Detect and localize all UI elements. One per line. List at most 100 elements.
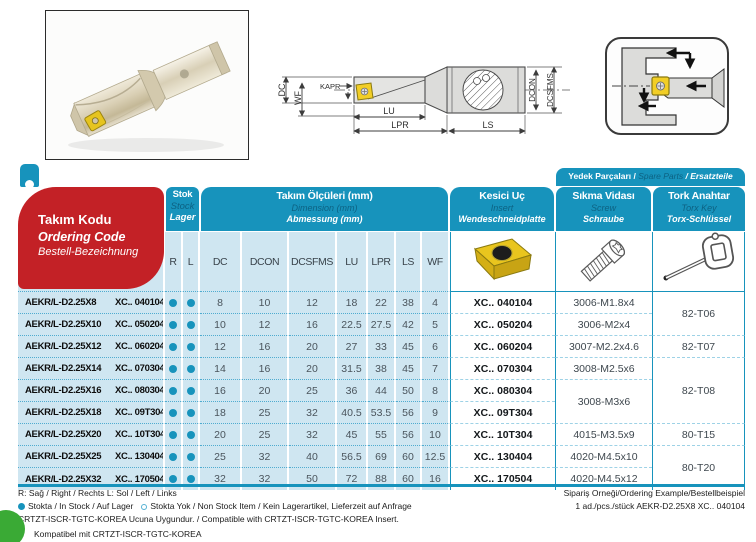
spare-en: Spare Parts xyxy=(638,171,684,181)
cell-dc: 20 xyxy=(200,424,242,446)
cell-dcsfms: 20 xyxy=(289,358,337,380)
label-lu: LU xyxy=(383,106,395,116)
dimensions-header: Takım Ölçüleri (mm) Dimension (mm) Abmes… xyxy=(201,187,448,231)
cell-ls: 56 xyxy=(396,424,422,446)
label-dcsfms: DCSFMS xyxy=(546,73,555,107)
cell-dcon: 10 xyxy=(242,292,289,314)
col-r: R xyxy=(165,232,183,292)
dimensions-en: Dimension (mm) xyxy=(291,202,358,213)
cell-code: AEKR/L-D2.25X8 XC.. 040104 xyxy=(18,292,165,314)
label-kapr: KAPR xyxy=(320,82,341,91)
cell-r xyxy=(165,446,183,468)
col-lpr: LPR xyxy=(368,232,396,292)
cell-dc: 14 xyxy=(200,358,242,380)
cell-r xyxy=(165,380,183,402)
stock-tr: Stok xyxy=(172,189,193,200)
cell-dcsfms: 32 xyxy=(289,424,337,446)
cell-code: AEKR/L-D2.25X10 XC.. 050204 xyxy=(18,314,165,336)
ordering-code-header: Takım Kodu Ordering Code Bestell-Bezeich… xyxy=(18,187,164,289)
insert-image-cell xyxy=(450,232,555,292)
stock-dot xyxy=(169,452,177,461)
tab-notch xyxy=(25,180,34,189)
table-bottom-border xyxy=(18,484,745,487)
cell-insert: XC.. 10T304 xyxy=(450,424,555,446)
cell-l xyxy=(183,402,200,424)
order-example-label: Sipariş Örneği/Ordering Example/Bestellb… xyxy=(563,488,745,498)
cell-r xyxy=(165,336,183,358)
cell-lpr: 38 xyxy=(368,358,396,380)
cell-r xyxy=(165,402,183,424)
cell-r xyxy=(165,358,183,380)
cell-dcsfms: 25 xyxy=(289,380,337,402)
tool-photo xyxy=(68,41,231,152)
cell-lu: 18 xyxy=(337,292,368,314)
cell-lpr: 44 xyxy=(368,380,396,402)
ordering-code-en: Ordering Code xyxy=(38,229,126,244)
cell-ls: 45 xyxy=(396,336,422,358)
insert-header: Kesici Uç Insert Wendeschneidplatte xyxy=(450,187,554,231)
label-ls: LS xyxy=(482,120,493,130)
cell-r xyxy=(165,314,183,336)
product-table: R L DC DCON DCSFMS LU LPR LS WF xyxy=(18,232,745,490)
col-wf: WF xyxy=(422,232,450,292)
cell-l xyxy=(183,424,200,446)
stock-dot xyxy=(186,364,195,373)
stock-dot xyxy=(169,475,177,483)
stock-dot xyxy=(169,408,177,417)
stock-dot xyxy=(169,342,177,351)
dimensions-de: Abmessung (mm) xyxy=(286,213,363,224)
stock-dot xyxy=(169,298,177,307)
stock-dot xyxy=(169,364,177,373)
table-row: AEKR/L-D2.25X18 XC.. 09T304 18 25 32 40.5… xyxy=(18,402,745,424)
table-row: AEKR/L-D2.25X25 XC.. 130404 25 32 40 56.5… xyxy=(18,446,745,490)
stock-de: Lager xyxy=(169,212,196,224)
spare-tr: Yedek Parçaları / xyxy=(568,171,636,181)
cell-lu: 27 xyxy=(337,336,368,358)
order-example: 1 ad./pcs./stück AEKR-D2.25X8 XC.. 04010… xyxy=(575,501,745,511)
cell-wf: 7 xyxy=(422,358,450,380)
cell-torx: 82-T08 xyxy=(652,358,745,424)
stock-dot xyxy=(186,320,195,329)
stock-en: Stock xyxy=(170,200,195,212)
cell-screw: 3006-M2x4 xyxy=(555,314,652,336)
cell-dcsfms: 12 xyxy=(289,292,337,314)
cell-dcon: 32 xyxy=(242,446,289,468)
col-dcsfms: DCSFMS xyxy=(289,232,337,292)
cell-l xyxy=(183,358,200,380)
stock-legend: Stokta / In Stock / Auf Lager Stokta Yok … xyxy=(18,501,412,511)
cell-wf: 5 xyxy=(422,314,450,336)
cell-dc: 8 xyxy=(200,292,242,314)
insert-de: Wendeschneidplatte xyxy=(458,213,546,224)
cell-lu: 45 xyxy=(337,424,368,446)
cell-lpr: 69 xyxy=(368,446,396,468)
cell-insert: XC.. 09T304 xyxy=(450,402,555,424)
stock-header: Stok Stock Lager xyxy=(166,187,199,231)
stock-dot xyxy=(186,475,195,483)
cell-l xyxy=(183,380,200,402)
label-dc: DC xyxy=(277,83,287,96)
corner-tab xyxy=(20,164,39,189)
cell-insert: XC.. 060204 xyxy=(450,336,555,358)
cell-dc: 10 xyxy=(200,314,242,336)
cell-lpr: 53.5 xyxy=(368,402,396,424)
stock-dot xyxy=(186,452,195,461)
cell-lu: 40.5 xyxy=(337,402,368,424)
screw-image-cell xyxy=(555,232,652,292)
cell-dcon: 25 xyxy=(242,424,289,446)
cell-r xyxy=(165,292,183,314)
label-dcon: DCON xyxy=(528,78,537,102)
ordering-code-de: Bestell-Bezeichnung xyxy=(38,246,139,259)
screw-header: Sıkma Vidası Screw Schraube xyxy=(556,187,651,231)
cell-screw: 4020-M4.5x10 xyxy=(555,446,652,468)
label-wf: WF xyxy=(293,91,303,105)
stock-dot xyxy=(186,386,195,395)
stock-dot xyxy=(169,386,177,395)
stock-dot xyxy=(169,320,177,329)
cell-dcsfms: 32 xyxy=(289,402,337,424)
cell-torx: 82-T07 xyxy=(652,336,745,358)
cell-dc: 25 xyxy=(200,446,242,468)
cell-lu: 31.5 xyxy=(337,358,368,380)
cell-screw: 3008-M2.5x6 xyxy=(555,358,652,380)
cutting-path-diagram xyxy=(605,37,729,135)
cell-dcon: 16 xyxy=(242,336,289,358)
